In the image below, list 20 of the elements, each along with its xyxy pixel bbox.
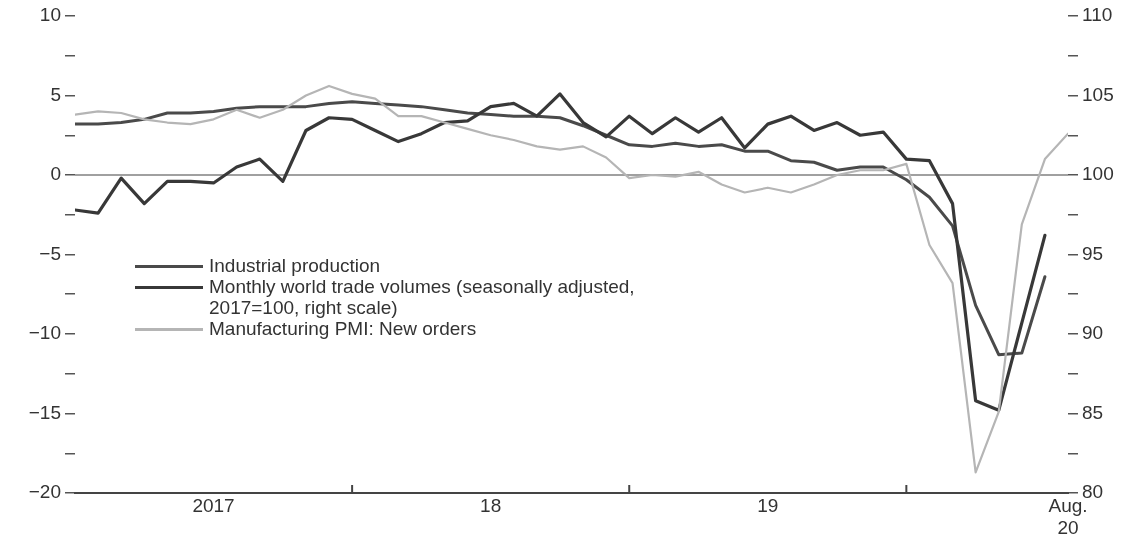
legend-label: Manufacturing PMI: New orders xyxy=(209,318,477,339)
y-tick-label: 10 xyxy=(39,4,61,26)
y-tick-label: −10 xyxy=(28,322,61,344)
y-tick-label: −15 xyxy=(28,401,61,423)
legend-label: Monthly world trade volumes (seasonally adjusted, 2017=100, right scale) xyxy=(209,276,636,318)
y-tick-label: −5 xyxy=(39,242,61,264)
y2-tick-label: 90 xyxy=(1082,322,1104,344)
y2-tick-label: 80 xyxy=(1082,481,1104,503)
x-tick-label: 19 xyxy=(757,494,779,516)
x-tick-label: 2017 xyxy=(192,494,235,516)
y2-tick-label: 110 xyxy=(1082,4,1113,26)
y2-tick-label: 95 xyxy=(1082,242,1104,264)
y2-tick-label: 85 xyxy=(1082,401,1104,423)
y-tick-label: −20 xyxy=(28,481,61,503)
y2-tick-label: 105 xyxy=(1082,83,1114,105)
legend-label: Industrial production xyxy=(209,255,381,276)
x-tick-label: 18 xyxy=(480,494,502,516)
y-tick-label: 0 xyxy=(50,163,61,185)
y-tick-label: 5 xyxy=(50,83,61,105)
y2-tick-label: 100 xyxy=(1082,163,1114,185)
